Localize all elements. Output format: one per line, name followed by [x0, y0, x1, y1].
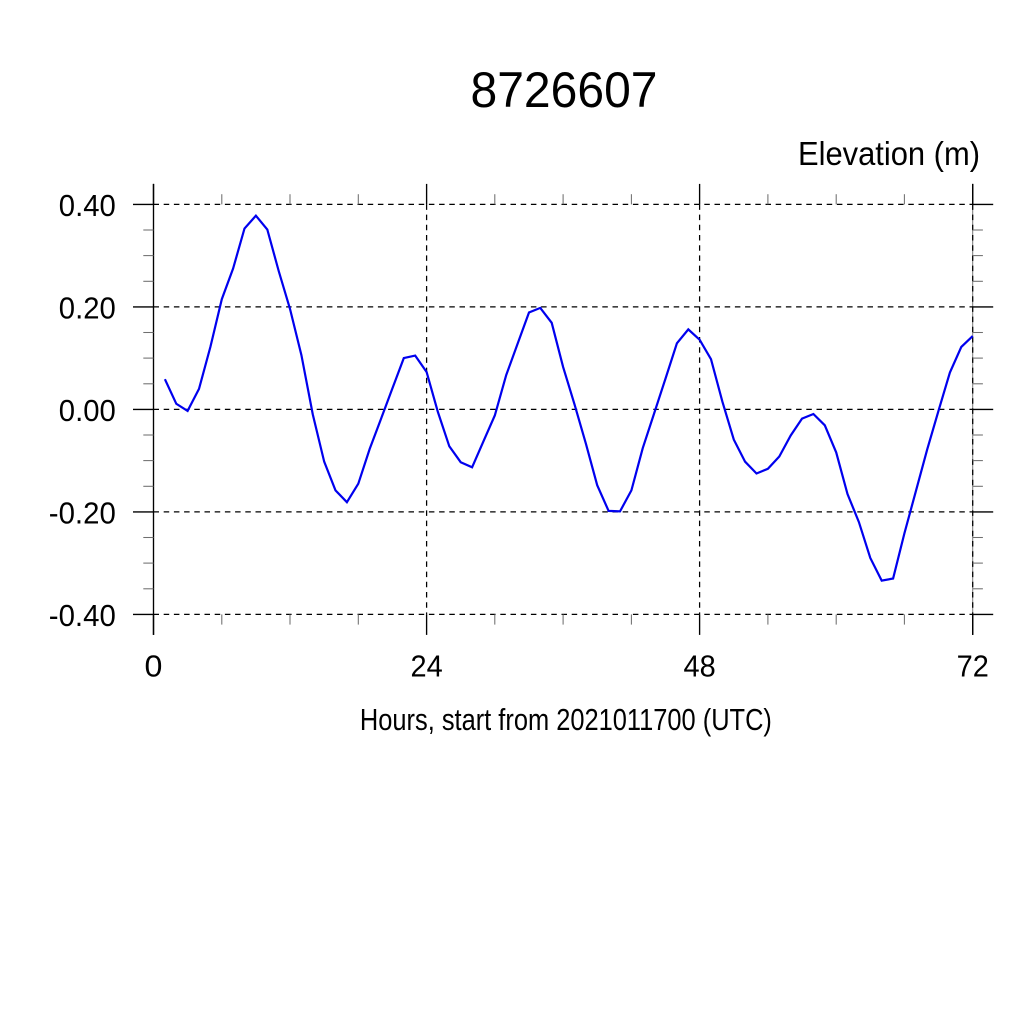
svg-text:Hours, start from 2021011700 (: Hours, start from 2021011700 (UTC) [360, 702, 772, 737]
svg-text:8726607: 8726607 [471, 62, 658, 118]
svg-text:0.40: 0.40 [59, 188, 116, 223]
svg-text:-0.20: -0.20 [49, 495, 116, 530]
svg-text:72: 72 [957, 649, 989, 684]
svg-text:0.20: 0.20 [59, 290, 116, 325]
svg-text:48: 48 [684, 649, 716, 684]
svg-text:0: 0 [145, 649, 163, 684]
svg-text:0.00: 0.00 [59, 393, 116, 428]
svg-text:24: 24 [411, 649, 443, 684]
svg-text:-0.40: -0.40 [49, 598, 116, 633]
svg-text:Elevation (m): Elevation (m) [798, 136, 980, 173]
